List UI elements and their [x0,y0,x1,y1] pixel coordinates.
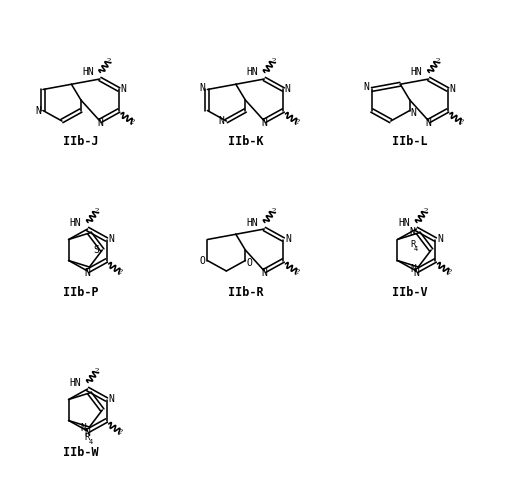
Text: IIb-P: IIb-P [63,286,99,298]
Text: N: N [411,264,417,274]
Text: ?: ? [131,118,135,126]
Text: HN: HN [411,68,422,78]
Text: HN: HN [246,68,258,78]
Text: N: N [426,118,432,128]
Text: HN: HN [69,218,81,228]
Text: ?: ? [423,207,428,215]
Text: N: N [364,82,370,92]
Text: N: N [85,428,90,438]
Text: IIb-K: IIb-K [228,136,263,148]
Text: N: N [108,394,114,404]
Text: N: N [85,268,90,278]
Text: N: N [199,83,205,93]
Text: N: N [219,116,224,126]
Text: N: N [285,234,291,244]
Text: ?: ? [295,268,300,276]
Text: N: N [81,423,87,433]
Text: ?: ? [295,118,300,126]
Text: N: N [262,118,267,128]
Text: S: S [93,245,99,255]
Text: N: N [262,268,267,278]
Text: O: O [199,256,205,266]
Text: ?: ? [271,207,275,215]
Text: N: N [437,234,443,244]
Text: HN: HN [69,378,81,388]
Text: ?: ? [271,57,275,65]
Text: N: N [108,234,114,244]
Text: ?: ? [460,118,464,126]
Text: N: N [449,84,455,94]
Text: O: O [246,258,253,268]
Text: N: N [284,84,290,94]
Text: IIb-W: IIb-W [63,446,99,458]
Text: N: N [120,84,126,94]
Text: HN: HN [82,68,93,78]
Text: N: N [410,108,417,118]
Text: ?: ? [106,57,111,65]
Text: ?: ? [447,268,452,276]
Text: ?: ? [94,367,99,375]
Text: ?: ? [94,207,99,215]
Text: R: R [84,434,89,442]
Text: IIb-R: IIb-R [228,286,263,298]
Text: R: R [410,240,416,248]
Text: N: N [35,106,41,116]
Text: ?: ? [435,57,440,65]
Text: 4: 4 [89,440,93,446]
Text: IIb-V: IIb-V [392,286,428,298]
Text: HN: HN [398,218,410,228]
Text: N: N [97,118,103,128]
Text: IIb-J: IIb-J [63,136,99,148]
Text: N: N [413,268,419,278]
Text: IIb-L: IIb-L [392,136,428,148]
Text: 4: 4 [414,246,418,252]
Text: N: N [410,226,416,236]
Text: ?: ? [118,268,123,276]
Text: ?: ? [118,428,123,436]
Text: HN: HN [246,218,258,228]
